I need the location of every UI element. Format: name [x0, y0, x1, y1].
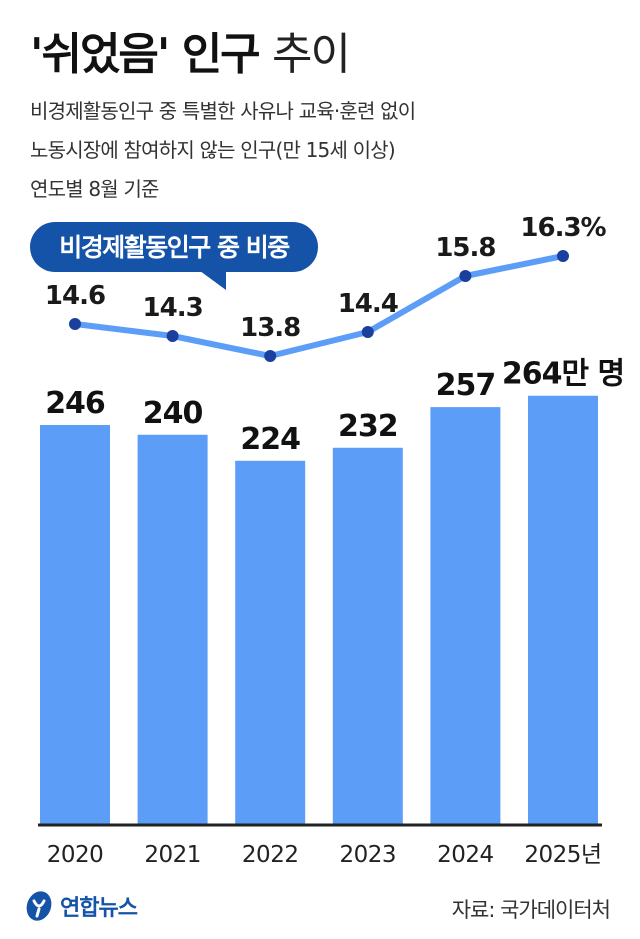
x-tick-2025년: 2025년 [524, 842, 601, 868]
share-point-2024 [459, 270, 472, 282]
bar-label-2021: 240 [143, 396, 203, 431]
chart-title: '쉬었음' 인구 추이 [30, 28, 351, 82]
share-label-2025년: 16.3% [520, 213, 606, 243]
share-label-2024: 15.8 [435, 233, 495, 263]
share-label-2023: 14.4 [338, 289, 398, 319]
publisher-name: 연합뉴스 [60, 896, 138, 921]
bar-2022 [235, 460, 306, 825]
x-tick-2024: 2024 [437, 842, 494, 868]
legend-bubble: 비경제활동인구 중 비중 [30, 222, 318, 290]
bar-label-2022: 224 [240, 422, 300, 457]
legend-bubble-text: 비경제활동인구 중 비중 [59, 233, 290, 262]
bar-label-2023: 232 [338, 409, 398, 444]
bar-2023 [332, 447, 403, 825]
chart-title-light: 추이 [272, 29, 351, 80]
yonhap-logo-icon [26, 891, 52, 921]
subtitle-line-1: 비경제활동인구 중 특별한 사유나 교육·훈련 없이 [30, 99, 416, 123]
subtitle-line-2: 노동시장에 참여하지 않는 인구(만 15세 이상) [30, 138, 396, 162]
publisher-logo: 연합뉴스 [24, 889, 138, 923]
share-point-2021 [166, 330, 179, 342]
x-tick-2022: 2022 [242, 842, 299, 868]
subtitle-line-3: 연도별 8월 기준 [30, 177, 159, 201]
bar-2021 [137, 434, 208, 825]
share-label-2021: 14.3 [143, 293, 203, 323]
x-tick-2020: 2020 [47, 842, 104, 868]
share-line [72, 253, 566, 359]
legend-bubble-box [30, 222, 318, 272]
share-label-2020: 14.6 [45, 281, 105, 311]
legend-bubble-tail [196, 268, 226, 290]
bar-2025년 [528, 395, 598, 825]
x-tick-2023: 2023 [340, 842, 397, 868]
share-point-2022 [264, 350, 277, 362]
bar-2020 [40, 425, 110, 825]
chart-title-bold: '쉬었음' 인구 [30, 29, 261, 80]
bar-label-2025년: 264만 명 [502, 357, 624, 392]
x-tick-2021: 2021 [144, 842, 201, 868]
bar-label-2024: 257 [436, 368, 496, 403]
share-point-2023 [361, 326, 374, 338]
bar-label-2020: 246 [45, 386, 105, 421]
share-point-2020 [69, 318, 81, 330]
share-point-2025년 [557, 250, 569, 262]
share-label-2022: 13.8 [240, 313, 300, 343]
source-note: 자료: 국가데이터처 [451, 898, 611, 922]
bar-2024 [430, 407, 501, 825]
